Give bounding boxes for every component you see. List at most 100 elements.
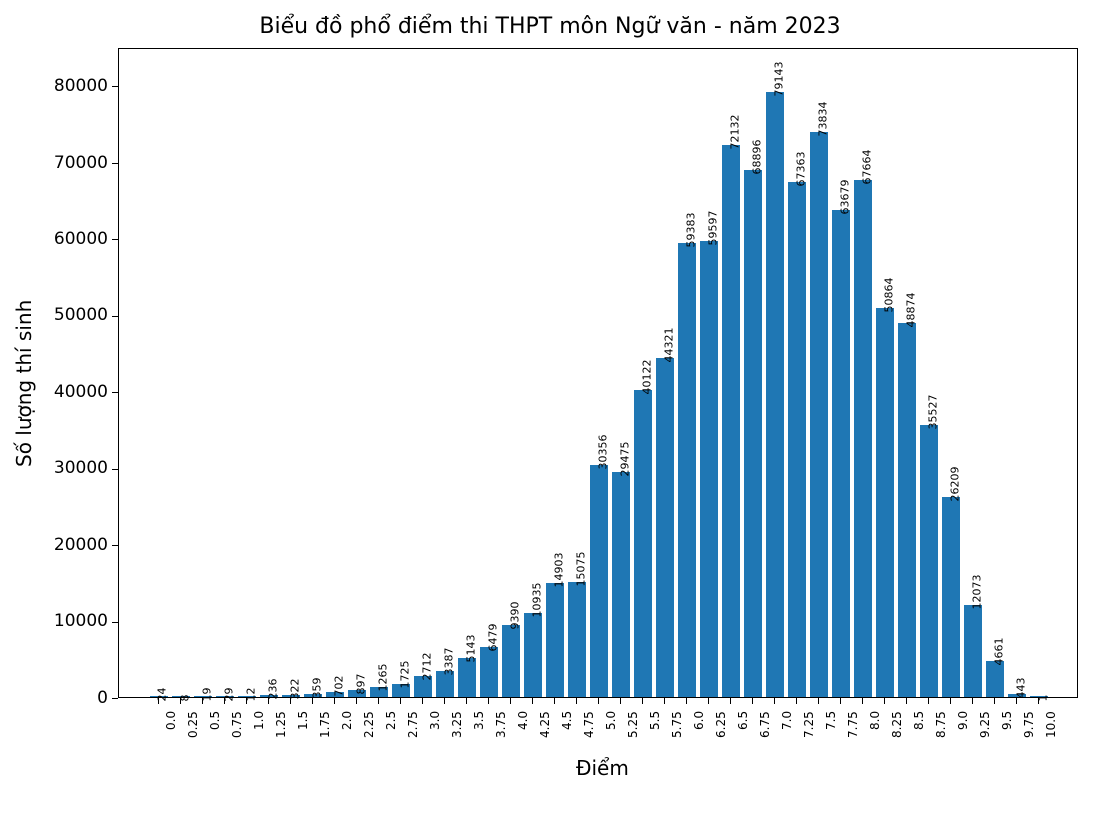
x-tick-label: 8.75 xyxy=(934,711,948,738)
x-tick-label: 8.25 xyxy=(890,711,904,738)
bar-value-label: 6479 xyxy=(486,624,499,652)
x-tick-mark xyxy=(400,698,401,704)
bar xyxy=(832,210,850,697)
x-tick-label: 8.5 xyxy=(912,711,926,730)
x-tick-label: 9.25 xyxy=(978,711,992,738)
bar-value-label: 1265 xyxy=(376,664,389,692)
x-tick-mark xyxy=(290,698,291,704)
y-tick-mark xyxy=(112,392,118,393)
x-tick-label: 5.75 xyxy=(670,711,684,738)
x-tick-label: 0.75 xyxy=(230,711,244,738)
bar xyxy=(920,425,938,697)
x-tick-mark xyxy=(180,698,181,704)
x-tick-mark xyxy=(906,698,907,704)
bar-value-label: 59383 xyxy=(684,212,697,247)
x-tick-mark xyxy=(1038,698,1039,704)
x-tick-mark xyxy=(202,698,203,704)
y-tick-label: 0 xyxy=(97,688,108,708)
x-tick-mark xyxy=(488,698,489,704)
bar-value-label: 15075 xyxy=(574,551,587,586)
x-tick-mark xyxy=(1016,698,1017,704)
bar-value-label: 44321 xyxy=(662,328,675,363)
y-tick-label: 60000 xyxy=(54,229,108,249)
x-tick-mark xyxy=(818,698,819,704)
y-tick-mark xyxy=(112,545,118,546)
x-tick-mark xyxy=(994,698,995,704)
y-tick-label: 30000 xyxy=(54,458,108,478)
y-tick-label: 80000 xyxy=(54,76,108,96)
x-tick-mark xyxy=(576,698,577,704)
y-tick-mark xyxy=(112,163,118,164)
bar xyxy=(854,180,872,697)
x-tick-label: 6.75 xyxy=(758,711,772,738)
bar xyxy=(546,583,564,697)
x-tick-mark xyxy=(950,698,951,704)
bar xyxy=(656,358,674,697)
x-tick-mark xyxy=(708,698,709,704)
x-tick-label: 9.5 xyxy=(1000,711,1014,730)
x-tick-mark xyxy=(510,698,511,704)
x-tick-label: 7.5 xyxy=(824,711,838,730)
x-tick-label: 3.25 xyxy=(450,711,464,738)
bar-value-label: 897 xyxy=(354,674,367,695)
y-tick-mark xyxy=(112,239,118,240)
x-tick-mark xyxy=(356,698,357,704)
x-tick-label: 4.75 xyxy=(582,711,596,738)
x-tick-mark xyxy=(642,698,643,704)
x-tick-mark xyxy=(598,698,599,704)
x-tick-mark xyxy=(444,698,445,704)
bar-value-label: 67363 xyxy=(795,151,808,186)
bar xyxy=(788,182,806,697)
x-tick-mark xyxy=(730,698,731,704)
bar xyxy=(766,92,784,697)
bar-value-label: 4661 xyxy=(993,638,1006,666)
x-tick-mark xyxy=(840,698,841,704)
x-tick-mark xyxy=(532,698,533,704)
x-tick-label: 8.0 xyxy=(868,711,882,730)
bar xyxy=(722,145,740,697)
x-tick-label: 2.25 xyxy=(362,711,376,738)
y-tick-label: 20000 xyxy=(54,535,108,555)
x-tick-label: 7.0 xyxy=(780,711,794,730)
x-tick-mark xyxy=(246,698,247,704)
bar-value-label: 359 xyxy=(310,678,323,699)
bar-value-label: 79143 xyxy=(772,61,785,96)
x-tick-mark xyxy=(752,698,753,704)
bar-value-label: 3387 xyxy=(442,648,455,676)
bar xyxy=(898,323,916,697)
bar xyxy=(876,308,894,697)
bar-value-label: 10935 xyxy=(530,583,543,618)
x-tick-mark xyxy=(862,698,863,704)
plot-area: 2481929122363223597028971265172527123387… xyxy=(118,48,1078,698)
bar xyxy=(700,241,718,697)
bar-value-label: 67664 xyxy=(861,149,874,184)
x-tick-label: 6.25 xyxy=(714,711,728,738)
x-tick-label: 4.0 xyxy=(516,711,530,730)
x-tick-label: 6.5 xyxy=(736,711,750,730)
bar xyxy=(634,390,652,697)
x-tick-label: 5.25 xyxy=(626,711,640,738)
bar-value-label: 5143 xyxy=(464,634,477,662)
x-tick-mark xyxy=(466,698,467,704)
bar-value-label: 12073 xyxy=(971,574,984,609)
x-tick-mark xyxy=(268,698,269,704)
x-tick-mark xyxy=(796,698,797,704)
x-tick-mark xyxy=(884,698,885,704)
bar-value-label: 26209 xyxy=(949,466,962,501)
bar-value-label: 1725 xyxy=(398,660,411,688)
x-tick-mark xyxy=(664,698,665,704)
y-tick-mark xyxy=(112,698,118,699)
x-tick-mark xyxy=(334,698,335,704)
bar-value-label: 2712 xyxy=(420,653,433,681)
bar xyxy=(964,605,982,697)
bar-value-label: 40122 xyxy=(640,360,653,395)
bar xyxy=(678,243,696,697)
chart-title: Biểu đồ phổ điểm thi THPT môn Ngữ văn - … xyxy=(0,14,1100,39)
x-tick-label: 7.75 xyxy=(846,711,860,738)
x-tick-label: 3.0 xyxy=(428,711,442,730)
bar-value-label: 9390 xyxy=(508,602,521,630)
bar xyxy=(502,625,520,697)
y-tick-mark xyxy=(112,316,118,317)
y-tick-label: 50000 xyxy=(54,305,108,325)
bar xyxy=(612,472,630,697)
